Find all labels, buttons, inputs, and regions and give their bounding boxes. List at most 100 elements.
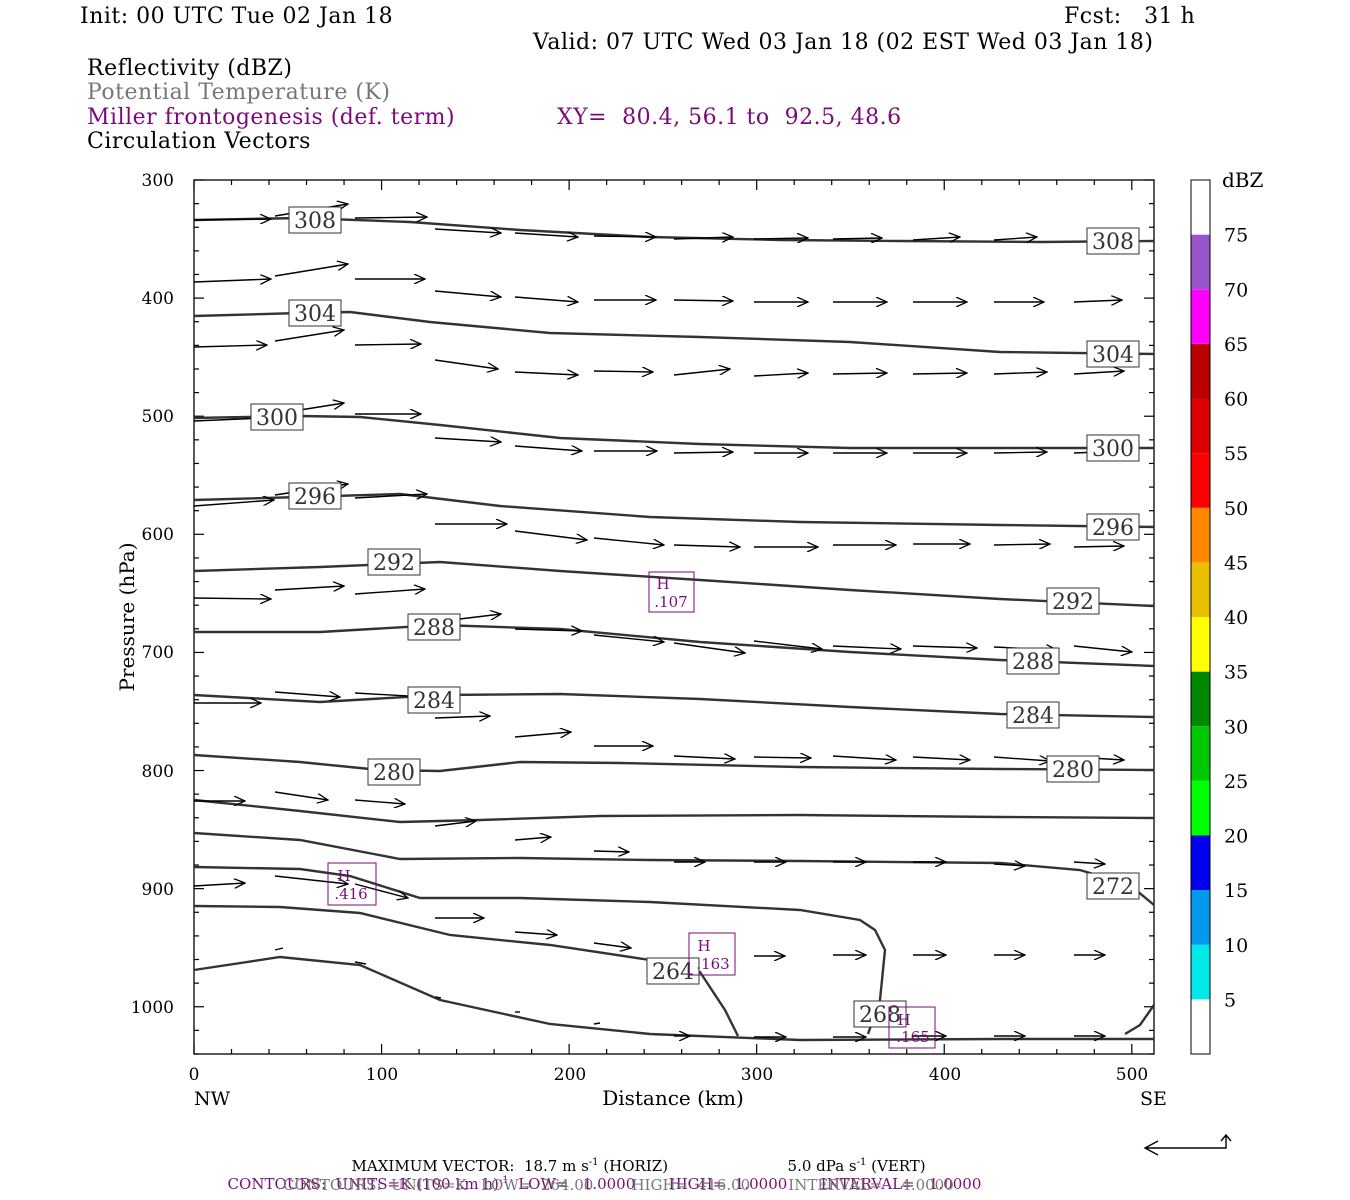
theta-label-288b: 288 <box>1012 650 1054 675</box>
circulation-vector <box>753 757 811 758</box>
field-reflectivity: Reflectivity (dBZ) <box>87 56 293 81</box>
colorbar-label: 15 <box>1224 880 1248 902</box>
max-vector-vert-exp: -1 <box>856 1157 867 1168</box>
theta-label-308a: 308 <box>294 209 336 234</box>
circulation-vector <box>514 732 571 737</box>
theta-label-272: 272 <box>1092 875 1134 900</box>
circulation-vector <box>832 373 887 374</box>
circulation-vector <box>354 589 425 594</box>
circulation-vector <box>593 537 664 545</box>
contours1-units: CONTOURS: UNITS=K (100 km h) <box>227 1175 499 1193</box>
x-tick-200: 200 <box>554 1065 586 1085</box>
circulation-vector <box>193 279 271 282</box>
max-vector-vert-line: 5.0 dPa s-1 (VERT) <box>778 1139 926 1175</box>
circulation-vector <box>1073 371 1124 374</box>
circulation-vector <box>753 640 822 649</box>
colorbar-unit: dBZ <box>1222 168 1264 192</box>
circulation-vector <box>354 217 427 218</box>
theta-label-264: 264 <box>652 960 694 985</box>
colorbar-bin <box>1191 343 1210 399</box>
theta-label-284a: 284 <box>413 689 455 714</box>
theta-label-288a: 288 <box>413 616 455 641</box>
circulation-vector <box>1073 645 1132 652</box>
circulation-vector <box>514 530 587 540</box>
colorbar-frame <box>1190 179 1211 1055</box>
circulation-vector-small <box>593 1022 601 1025</box>
colorbar-label: 5 <box>1224 989 1236 1011</box>
fg-val-165: .165 <box>896 1028 929 1046</box>
circulation-vector-small <box>354 961 367 965</box>
y-tick-300: 300 <box>142 171 174 191</box>
colorbar-label: 65 <box>1224 334 1248 356</box>
contours-theta-info: CONTOURS: UNITS=K LOW= 264.00 HIGH= 416.… <box>283 1176 954 1194</box>
reference-vector <box>1143 1133 1232 1156</box>
x-tick-400: 400 <box>929 1065 961 1085</box>
x-tick-0: 0 <box>189 1065 200 1085</box>
theta-labels: 308 308 304 304 300 300 296 296 292 292 … <box>250 206 1140 1028</box>
circulation-vector <box>673 300 733 301</box>
max-vector-vert: 5.0 dPa s <box>787 1157 857 1175</box>
forecast-hour: Fcst: 31 h <box>1064 4 1196 29</box>
circulation-vector <box>354 800 405 804</box>
circulation-vector <box>514 372 578 375</box>
circulation-vector <box>673 369 730 376</box>
fg-h-165: H <box>897 1011 910 1029</box>
circulation-vector <box>832 756 896 760</box>
circulation-vector <box>514 297 578 302</box>
circulation-vector <box>274 586 344 590</box>
circulation-vector <box>593 943 631 948</box>
fg-val-107: .107 <box>654 593 687 611</box>
colorbar-bin <box>1191 999 1210 1054</box>
max-vector-line: MAXIMUM VECTOR: 18.7 m s-1 (HORIZ) <box>342 1139 669 1175</box>
circulation-vector <box>673 642 745 653</box>
circulation-vector <box>993 864 1025 866</box>
circulation-vector <box>354 883 408 898</box>
theta-label-304a: 304 <box>294 302 336 327</box>
theta-label-296b: 296 <box>1092 516 1134 541</box>
cross-section-xy: XY= 80.4, 56.1 to 92.5, 48.6 <box>557 105 902 130</box>
colorbar-bin <box>1191 289 1210 344</box>
fg-val-416: .416 <box>334 885 367 903</box>
circulation-vector <box>912 646 977 648</box>
circulation-vector <box>193 345 267 347</box>
reflectivity-colorbar <box>1190 179 1211 1055</box>
theta-contours <box>193 216 1155 1042</box>
theta-label-300b: 300 <box>1092 437 1134 462</box>
theta-contour-288 <box>194 623 1155 668</box>
colorbar-bin <box>1191 507 1210 563</box>
theta-label-280a: 280 <box>373 761 415 786</box>
colorbar-bin <box>1191 944 1210 1000</box>
circulation-vector <box>274 692 340 697</box>
circulation-vector <box>673 756 735 759</box>
theta-contour-268a <box>193 865 887 1035</box>
circulation-vector <box>993 544 1050 545</box>
circulation-vector <box>193 500 274 507</box>
circulation-vector <box>593 851 629 852</box>
circulation-vector <box>434 229 501 233</box>
circulation-vector <box>274 264 348 277</box>
colorbar-label: 30 <box>1224 716 1248 738</box>
circulation-vector <box>514 932 557 935</box>
circulation-vector <box>434 359 498 369</box>
circulation-vector <box>434 716 490 718</box>
colorbar-label: 20 <box>1224 826 1248 848</box>
circulation-vector <box>514 837 551 840</box>
circulation-vector <box>193 219 271 220</box>
valid-time: Valid: 07 UTC Wed 03 Jan 18 (02 EST Wed … <box>533 30 1154 55</box>
colorbar-bin <box>1191 726 1210 781</box>
circulation-vector <box>993 237 1037 240</box>
colorbar-label: 50 <box>1224 498 1248 520</box>
y-tick-600: 600 <box>142 525 174 545</box>
theta-label-292b: 292 <box>1052 590 1094 615</box>
fg-h-416: H <box>337 867 350 885</box>
circulation-vector <box>593 371 653 372</box>
fg-h-107: H <box>656 575 669 593</box>
circulation-vector <box>673 452 733 453</box>
fg-val-163: .163 <box>696 955 729 973</box>
colorbar-label: 60 <box>1224 389 1248 411</box>
theta-label-284b: 284 <box>1012 704 1054 729</box>
contours1-exp: -1 <box>498 1175 509 1186</box>
circulation-vector <box>912 373 967 374</box>
y-tick-900: 900 <box>142 880 174 900</box>
circulation-vector <box>912 237 960 240</box>
